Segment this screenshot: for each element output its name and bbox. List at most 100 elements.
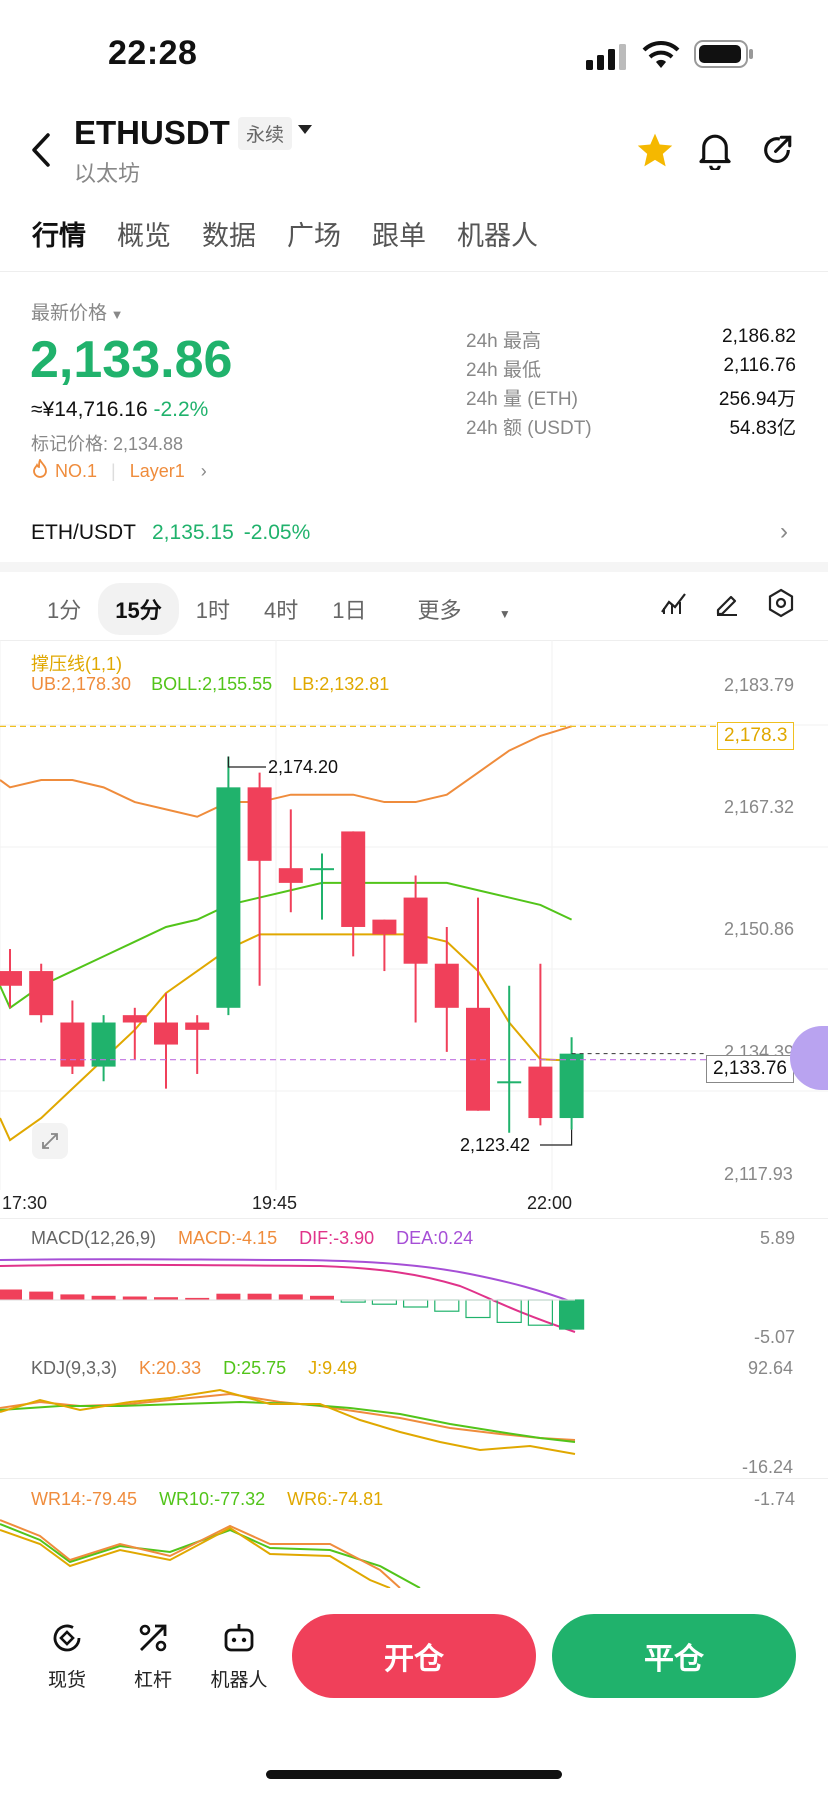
macd-min-label: -5.07 [754,1327,796,1347]
price-label[interactable]: 最新价格 ▼ [31,303,124,324]
signal-icon [586,44,628,75]
stat-volume: 24h 量 (ETH) 256.94万 [466,389,796,410]
candle-body [185,1022,210,1030]
macd-bar [216,1293,241,1300]
boll-line [0,881,573,1010]
macd-bar [403,1299,429,1308]
macd-bar [91,1295,116,1300]
high-price-label: 2,174.20 [268,757,339,777]
lb-value: LB:2,132.81 [292,674,390,694]
low-callout-line [540,1129,573,1146]
ub-price-tag: 2,178.3 [717,722,795,750]
y-axis-label: 2,150.86 [724,919,795,939]
favorite-star-icon[interactable] [636,132,674,173]
expand-icon[interactable] [32,1123,68,1159]
candle-body [247,787,272,861]
tab-square[interactable]: 广场 [287,221,341,251]
timeframe-bar: 1分 15分 1时 4时 1日 更多 ▼ [30,583,545,635]
leverage-button[interactable]: 杠杆 [108,1620,198,1692]
tab-market[interactable]: 行情 [32,221,86,251]
kdj-max-label: 92.64 [748,1358,794,1378]
tf-1d[interactable]: 1日 [332,598,367,623]
macd-bar [154,1297,178,1300]
main-tabs: 行情 概览 数据 广场 跟单 机器人 [32,214,538,253]
bot-button[interactable]: 机器人 [194,1620,284,1692]
stat-high: 24h 最高 2,186.82 [466,326,796,352]
chevron-right-icon[interactable]: › [780,518,788,545]
bell-icon[interactable] [698,132,732,175]
boll-legend: UB:2,178.30 BOLL:2,155.55 LB:2,132.81 [31,674,389,695]
macd-bar [29,1291,54,1300]
home-indicator[interactable] [266,1770,562,1779]
macd-legend: MACD(12,26,9) MACD:-4.15 DIF:-3.90 DEA:0… [31,1228,474,1248]
spot-change: -2.05% [243,521,311,544]
contract-type-badge: 永续 [238,117,293,150]
boll-title: 撑压线(1,1) [31,654,123,674]
wr-legend: WR14:-79.45 WR10:-77.32 WR6:-74.81 [31,1489,384,1509]
draw-icon[interactable] [713,589,741,622]
lb-line [0,933,572,1142]
tf-4h[interactable]: 4时 [263,598,299,623]
tf-1h[interactable]: 1时 [195,598,230,623]
tab-data[interactable]: 数据 [202,221,256,251]
macd-bar [278,1294,303,1300]
wr-max-label: -1.74 [754,1489,796,1509]
sector-badge: Layer1 [129,461,185,481]
high-callout-line [227,756,266,768]
ub-line [0,725,572,818]
macd-max-label: 5.89 [760,1228,796,1248]
tf-1m[interactable]: 1分 [47,598,82,623]
symbol-name: 以太坊 [74,161,141,186]
robot-icon [194,1620,284,1665]
flame-icon [31,457,49,484]
spot-icon [22,1620,112,1665]
candle-body [559,1053,584,1119]
rank-row[interactable]: NO.1 | Layer1 › [31,457,207,484]
candle-body [497,1081,522,1084]
tab-bot[interactable]: 机器人 [457,221,538,251]
symbol-title[interactable]: ETHUSDT [74,114,230,151]
macd-bar [185,1297,210,1300]
tabs-divider [0,271,828,272]
tab-overview[interactable]: 概览 [117,221,171,251]
boll-value: BOLL:2,155.55 [151,674,273,694]
spot-button[interactable]: 现货 [22,1620,112,1692]
close-position-button[interactable]: 平仓 [552,1614,796,1698]
y-axis-label: 2,167.32 [724,797,795,817]
macd-bar [310,1295,334,1300]
candle-body [434,963,459,1008]
section-gap [0,562,828,572]
indicator-icon[interactable] [660,590,688,621]
last-price-tag[interactable]: 2,133.76 [706,1055,794,1083]
share-icon[interactable] [760,133,794,172]
x-axis-label: 17:30 [2,1193,48,1213]
last-price: 2,133.86 [30,331,233,389]
tab-copy-trade[interactable]: 跟单 [372,221,426,251]
symbol-dropdown-icon[interactable] [298,125,312,134]
macd-bar [465,1299,491,1319]
macd-bar [60,1294,85,1300]
candle-body [403,897,428,964]
low-price-label: 2,123.42 [460,1135,531,1155]
tf-15m[interactable]: 15分 [98,583,179,635]
candle-body [310,868,334,871]
candle-body [341,831,366,927]
macd-bar [247,1293,272,1300]
x-axis-label: 22:00 [527,1193,573,1213]
candlestick-chart[interactable] [0,640,828,1190]
macd-bar [558,1299,585,1330]
tf-more[interactable]: 更多 ▼ [417,598,511,623]
spot-row[interactable]: ETH/USDT 2,135.15 -2.05% [31,521,310,545]
status-time: 22:28 [108,34,198,72]
macd-bar [434,1299,460,1312]
candle-body [372,919,397,935]
back-button[interactable] [30,132,52,173]
candle-body [528,1066,553,1119]
settings-icon[interactable] [767,588,795,623]
y-axis-label: 2,183.79 [724,675,795,695]
y-axis-label: 2,117.93 [724,1164,793,1184]
kdj-legend: KDJ(9,3,3) K:20.33 D:25.75 J:9.49 [31,1358,358,1378]
price-cny: ≈¥14,716.16 [31,398,148,421]
open-position-button[interactable]: 开仓 [292,1614,536,1698]
mark-price: 标记价格: 2,134.88 [31,434,184,454]
